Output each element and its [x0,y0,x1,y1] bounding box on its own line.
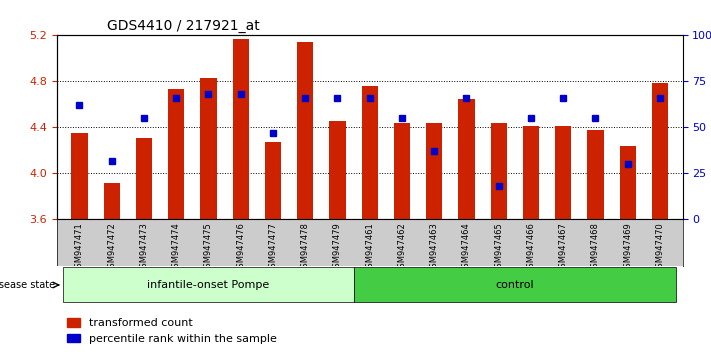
Text: GSM947464: GSM947464 [462,222,471,273]
Bar [136,138,152,219]
Text: GSM947472: GSM947472 [107,222,116,273]
Bar [459,99,474,219]
Bar [555,126,572,219]
Text: GSM947474: GSM947474 [172,222,181,273]
Bar [426,123,442,219]
Text: GSM947471: GSM947471 [75,222,84,273]
Bar [620,146,636,219]
Bar [168,90,184,219]
Bar [362,86,378,219]
Text: GSM947473: GSM947473 [139,222,149,273]
Text: GSM947478: GSM947478 [301,222,310,273]
Text: GDS4410 / 217921_at: GDS4410 / 217921_at [107,19,260,33]
Bar [652,82,668,219]
Bar [523,126,539,219]
Bar [587,130,604,219]
Text: control: control [496,280,534,290]
Text: infantile-onset Pompe: infantile-onset Pompe [147,280,269,290]
Bar [71,133,87,219]
Text: GSM947477: GSM947477 [269,222,277,273]
Text: GSM947468: GSM947468 [591,222,600,273]
Text: GSM947462: GSM947462 [397,222,407,273]
Bar [297,42,314,219]
Bar [329,120,346,219]
Bar [201,78,217,219]
Text: GSM947467: GSM947467 [559,222,567,273]
Bar [104,183,119,219]
Text: disease state: disease state [0,280,55,290]
Text: GSM947475: GSM947475 [204,222,213,273]
Text: GSM947479: GSM947479 [333,222,342,273]
Text: GSM947465: GSM947465 [494,222,503,273]
FancyBboxPatch shape [353,268,676,302]
Text: GSM947476: GSM947476 [236,222,245,273]
Text: GSM947469: GSM947469 [624,222,632,273]
FancyBboxPatch shape [63,268,353,302]
Text: GSM947461: GSM947461 [365,222,374,273]
Bar [394,123,410,219]
Legend: transformed count, percentile rank within the sample: transformed count, percentile rank withi… [63,314,282,348]
Text: GSM947463: GSM947463 [429,222,439,273]
Text: GSM947470: GSM947470 [656,222,665,273]
Bar [232,39,249,219]
Text: GSM947466: GSM947466 [526,222,535,273]
Bar [265,142,281,219]
Bar [491,123,507,219]
